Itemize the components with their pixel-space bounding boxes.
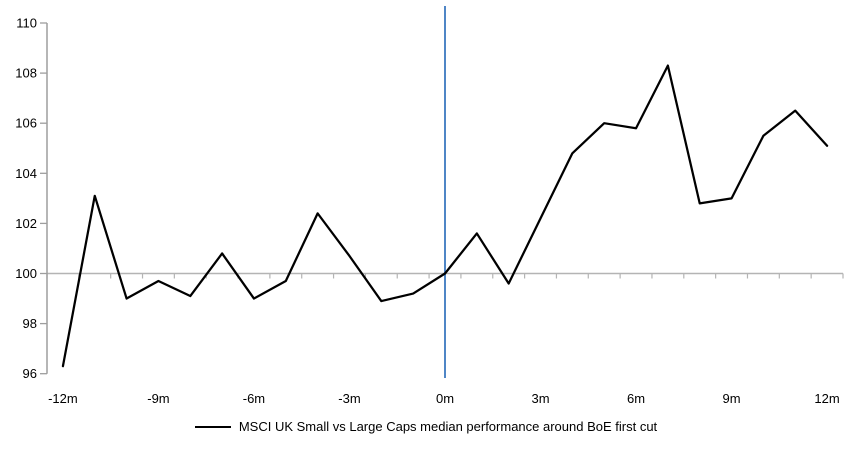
y-tick-label: 106 [15,116,37,131]
x-tick-label: -3m [338,391,360,406]
y-tick-label: 96 [23,366,37,381]
x-tick-label: 6m [627,391,645,406]
x-tick-label: -6m [243,391,265,406]
legend: MSCI UK Small vs Large Caps median perfo… [0,419,852,434]
x-tick-label: 0m [436,391,454,406]
y-tick-label: 98 [23,316,37,331]
x-tick-label: 9m [723,391,741,406]
y-tick-label: 110 [16,16,37,31]
x-tick-label: 12m [814,391,839,406]
y-tick-label: 104 [15,166,37,181]
series-line [61,64,829,368]
y-tick-label: 100 [15,266,37,281]
legend-label: MSCI UK Small vs Large Caps median perfo… [238,419,658,434]
y-tick-label: 102 [15,216,37,231]
legend-line-swatch [194,425,231,428]
x-tick-label: 3m [531,391,549,406]
y-tick-label: 108 [15,66,37,81]
x-tick-label: -9m [147,391,169,406]
x-tick-label: -12m [48,391,78,406]
